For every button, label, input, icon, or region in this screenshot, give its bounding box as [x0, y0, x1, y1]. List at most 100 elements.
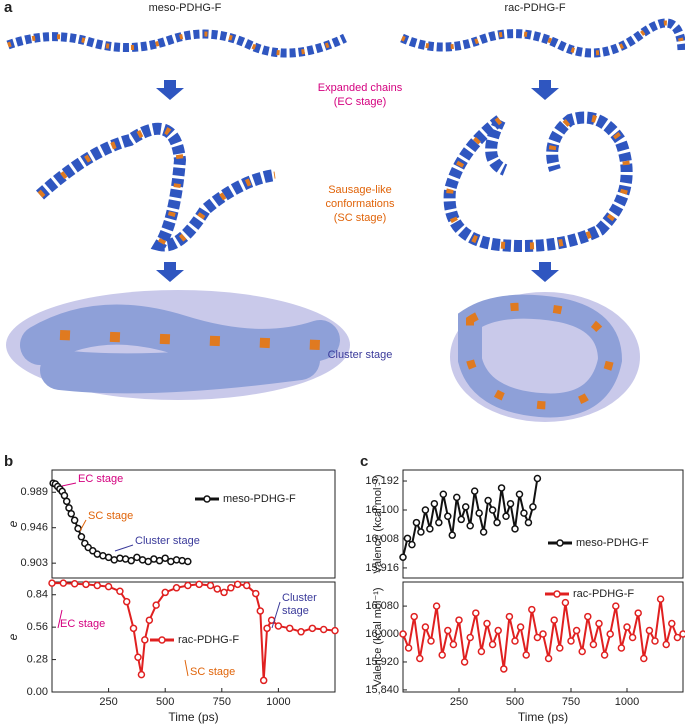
data-point [477, 647, 486, 656]
data-point [475, 509, 483, 517]
annotation: SC stage [190, 666, 235, 678]
data-point [104, 582, 113, 591]
data-point [673, 633, 682, 642]
legend-label: meso-PDHG-F [576, 537, 649, 549]
data-point [494, 626, 502, 635]
data-point [161, 554, 169, 562]
data-point [668, 619, 676, 628]
x-tick-label: 500 [506, 696, 524, 708]
data-point [457, 515, 465, 524]
data-point [572, 626, 581, 635]
data-point [233, 580, 242, 589]
arrow [156, 262, 184, 282]
y-tick-label: 16,100 [365, 504, 399, 516]
data-point [466, 521, 474, 530]
y-tick-label: 16,008 [365, 533, 399, 545]
data-point [544, 654, 553, 663]
y-tick-label: 16,192 [365, 475, 399, 487]
data-point [77, 533, 86, 541]
panel-label: c [360, 453, 368, 470]
x-tick-label: 500 [156, 696, 174, 708]
data-point [195, 580, 203, 589]
data-point [645, 626, 654, 635]
data-point [444, 626, 452, 635]
data-point [403, 534, 412, 543]
y-axis-label: Valence (kcal mol⁻¹) [372, 587, 384, 686]
series-line [402, 478, 539, 558]
plot-frame [51, 469, 336, 579]
data-point [430, 499, 439, 508]
data-point [417, 528, 425, 536]
annotation-pointer [114, 544, 134, 552]
data-point [589, 640, 598, 649]
data-point [308, 624, 317, 633]
x-axis-label: Time (ps) [518, 710, 568, 724]
annotation-pointer [79, 519, 87, 532]
data-point [184, 557, 192, 566]
data-point [634, 609, 642, 617]
data-point [511, 637, 519, 645]
data-point [242, 581, 251, 590]
data-point [59, 579, 68, 587]
data-point [122, 597, 131, 606]
data-point [141, 636, 149, 644]
chain [35, 122, 277, 252]
stage-label: Cluster stage [328, 349, 393, 361]
column-title: rac-PDHG-F [504, 2, 565, 14]
data-point [129, 624, 138, 633]
x-tick-label: 750 [213, 696, 231, 708]
data-point [662, 640, 670, 649]
data-point [252, 589, 260, 598]
stage-label: Sausage-like [328, 184, 392, 196]
x-tick-label: 250 [99, 696, 117, 708]
data-point [399, 630, 407, 638]
data-point [497, 484, 506, 492]
y-axis-label: Valence (kcal mol⁻¹) [372, 474, 384, 573]
data-point [82, 580, 90, 589]
data-point [679, 630, 685, 638]
data-point [70, 579, 79, 588]
data-point [640, 654, 648, 663]
data-point [116, 587, 124, 596]
annotation: SC stage [88, 510, 133, 522]
data-point [172, 584, 181, 592]
data-point [448, 531, 457, 539]
data-point [516, 623, 525, 631]
column-title: meso-PDHG-F [149, 2, 222, 14]
data-point [493, 518, 501, 527]
data-point [561, 598, 570, 607]
data-point [453, 493, 461, 502]
data-point [421, 506, 430, 514]
y-tick-label: 15,916 [365, 562, 399, 574]
data-point [48, 579, 56, 587]
plot-frame [402, 469, 684, 579]
arrows [156, 80, 559, 282]
data-point [408, 540, 416, 549]
y-tick-label: 0.903 [20, 557, 48, 569]
legend-marker [553, 590, 561, 598]
x-tick-label: 750 [562, 696, 580, 708]
data-point [529, 503, 537, 511]
stage-label: (SC stage) [334, 212, 387, 224]
data-point [515, 490, 524, 498]
y-tick-label: 0.28 [27, 653, 48, 665]
data-point [435, 518, 443, 527]
data-point [412, 518, 421, 527]
data-point [404, 644, 413, 652]
data-point [184, 581, 192, 590]
data-point [488, 506, 497, 514]
data-point [206, 581, 215, 590]
data-point [161, 588, 169, 597]
data-point [439, 490, 448, 498]
data-point [297, 628, 305, 636]
panel-label: a [4, 0, 13, 16]
data-point [331, 626, 339, 635]
legend-marker [556, 539, 564, 547]
x-tick-label: 1000 [615, 696, 639, 708]
data-point [259, 676, 268, 685]
stage-label: conformations [325, 198, 395, 210]
data-point [461, 503, 470, 511]
data-point [567, 637, 575, 645]
data-point [483, 619, 491, 628]
